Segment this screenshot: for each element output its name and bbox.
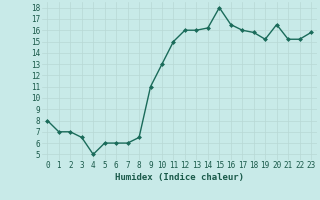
X-axis label: Humidex (Indice chaleur): Humidex (Indice chaleur) <box>115 173 244 182</box>
